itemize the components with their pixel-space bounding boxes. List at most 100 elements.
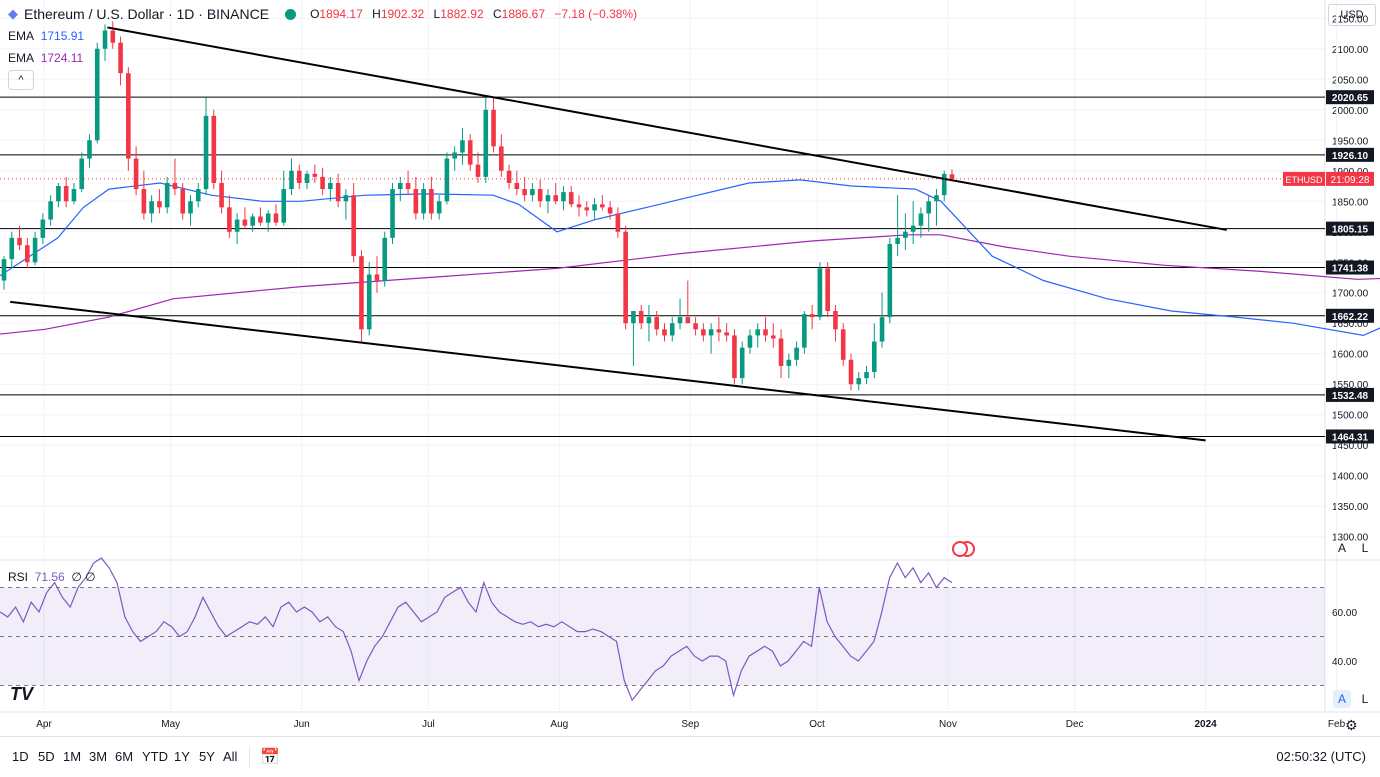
candle-body — [949, 174, 955, 179]
utc-clock[interactable]: 02:50:32 (UTC) — [1276, 749, 1366, 764]
candle-body — [871, 341, 877, 373]
gear-icon[interactable]: ⚙ — [1345, 717, 1358, 733]
ethereum-icon: ◆ — [8, 6, 18, 21]
change-value: −7.18 (−0.38%) — [554, 7, 638, 21]
candle-body — [701, 329, 706, 336]
candle-body — [576, 204, 582, 208]
rsi-legend[interactable]: RSI 71.56 ∅ ∅ — [8, 570, 96, 584]
x-tick-label: Dec — [1066, 719, 1084, 730]
tradingview-logo-icon[interactable]: TV — [10, 684, 34, 704]
timeframe-5y[interactable]: 5Y — [199, 749, 215, 764]
rsi-log-scale-button[interactable]: L — [1361, 692, 1369, 706]
trendline-upper-channel — [107, 26, 1227, 231]
x-tick-label: Apr — [36, 719, 52, 730]
candle-body — [9, 237, 15, 260]
candle-body — [250, 216, 255, 226]
candle-body — [840, 329, 846, 360]
candle-body — [436, 201, 442, 214]
candle-body — [382, 237, 388, 281]
candle-body — [584, 207, 590, 211]
candle-body — [786, 359, 792, 366]
candle-body — [366, 274, 372, 330]
economic-event-icon — [952, 541, 968, 557]
timeframe-6m[interactable]: 6M — [115, 749, 134, 764]
candle-body — [475, 164, 481, 177]
candle-body — [110, 30, 116, 43]
timeframe-ytd[interactable]: YTD — [142, 749, 168, 764]
candle-body — [32, 237, 38, 263]
candle-body — [335, 182, 341, 202]
symbol-title[interactable]: Ethereum / U.S. Dollar · 1D · BINANCE — [24, 6, 270, 22]
candle-body — [258, 216, 263, 223]
candle-body — [763, 329, 768, 336]
candle-body — [227, 207, 232, 232]
candle-body — [17, 237, 22, 246]
candle-body — [467, 140, 473, 165]
candle-body — [903, 231, 908, 238]
candle-body — [444, 158, 450, 202]
rsi-tick-label: 40.00 — [1332, 657, 1357, 668]
y-tick-label: 2000.00 — [1332, 106, 1369, 117]
candle-body — [460, 140, 465, 153]
calendar-icon[interactable]: 📅 — [260, 749, 280, 766]
candle-body — [545, 195, 551, 202]
candle-body — [506, 170, 512, 183]
price-chart[interactable]: 1300.00 1350.00 1400.00 1450.00 1500.00 1550.… — [0, 0, 1380, 736]
y-tick-label: 1700.00 — [1332, 289, 1369, 300]
timeframe-1m[interactable]: 1M — [63, 749, 82, 764]
rsi-value: 71.56 — [34, 570, 65, 584]
level-label: 1805.15 — [1332, 225, 1369, 236]
symbol-tag-bg — [1283, 171, 1325, 186]
currency-button[interactable]: USD — [1328, 4, 1376, 26]
x-tick-label: Nov — [939, 719, 957, 730]
candle-body — [600, 204, 605, 208]
candle-body — [809, 314, 815, 318]
candle-body — [724, 332, 729, 336]
candle-body — [499, 146, 504, 171]
ema-short-legend[interactable]: EMA 1715.91 — [8, 29, 85, 43]
candle-body — [87, 140, 92, 159]
timeframe-5d[interactable]: 5D — [38, 749, 55, 764]
ema-long-legend[interactable]: EMA 1724.11 — [8, 51, 84, 65]
timeframe-all[interactable]: All — [223, 749, 238, 764]
candle-body — [483, 109, 489, 177]
candle-body — [25, 245, 30, 263]
candle-body — [118, 42, 123, 74]
candle-body — [405, 182, 411, 190]
level-label-bg — [1326, 308, 1374, 323]
candle-body — [895, 237, 900, 244]
candle-body — [273, 213, 279, 223]
x-tick-label: Jun — [294, 719, 310, 730]
candle-body — [825, 268, 830, 312]
candle-body — [537, 189, 543, 202]
candle-body — [638, 311, 644, 324]
timeframe-1d[interactable]: 1D — [12, 749, 29, 764]
timeframe-3m[interactable]: 3M — [89, 749, 108, 764]
ema-short-value: 1715.91 — [40, 29, 85, 43]
chevron-up-icon[interactable]: ^ — [8, 70, 34, 90]
timeframe-1y[interactable]: 1Y — [174, 749, 190, 764]
candle-body — [941, 173, 947, 196]
log-scale-button[interactable]: L — [1361, 541, 1369, 555]
candle-body — [530, 189, 535, 196]
candle-body — [910, 225, 916, 232]
level-label-bg — [1326, 147, 1374, 162]
candle-body — [918, 213, 924, 226]
y-tick-label: 1350.00 — [1332, 502, 1369, 513]
candle-body — [732, 335, 737, 379]
candle-body — [677, 317, 683, 324]
candle-body — [755, 329, 761, 336]
candle-body — [296, 170, 302, 183]
rsi-auto-scale-button[interactable]: A — [1333, 690, 1351, 708]
candle-body — [48, 201, 53, 220]
candle-body — [421, 189, 426, 214]
candle-body — [561, 192, 566, 202]
candle-body — [359, 256, 364, 330]
candle-body — [40, 219, 46, 238]
auto-scale-button[interactable]: A — [1337, 541, 1346, 555]
candle-body — [390, 189, 395, 238]
candle-body — [211, 115, 217, 183]
candle-body — [328, 182, 333, 190]
candle-body — [662, 329, 667, 336]
candle-body — [219, 182, 224, 208]
